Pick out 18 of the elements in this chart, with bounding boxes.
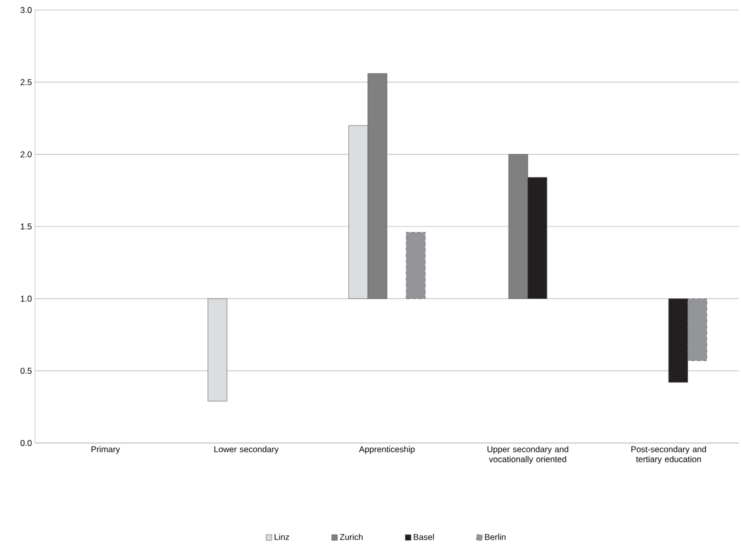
x-tick-label: Upper secondary and vocationally oriented (488, 446, 568, 464)
x-tick-label: Lower secondary (214, 446, 279, 454)
legend-label: Berlin (485, 534, 506, 540)
x-tick-label: Primary (92, 446, 120, 454)
bar (208, 298, 228, 402)
y-tick-label: 0.5 (20, 368, 32, 374)
legend-label: Linz (274, 534, 290, 540)
y-tick-label: 1.5 (20, 224, 32, 230)
legend-label: Basel (414, 534, 434, 540)
y-tick-label: 2.0 (20, 151, 32, 158)
y-tick-label: 0.0 (20, 440, 32, 446)
bar (406, 232, 426, 299)
y-tick-label: 3.0 (20, 7, 32, 13)
y-tick-label: 1.0 (20, 296, 32, 302)
x-tick-label: Apprenticeship (359, 446, 415, 454)
legend-label: Zurich (340, 534, 363, 540)
x-tick-label: Post-secondary and tertiary education (631, 446, 706, 464)
y-tick-label: 2.5 (20, 79, 32, 86)
